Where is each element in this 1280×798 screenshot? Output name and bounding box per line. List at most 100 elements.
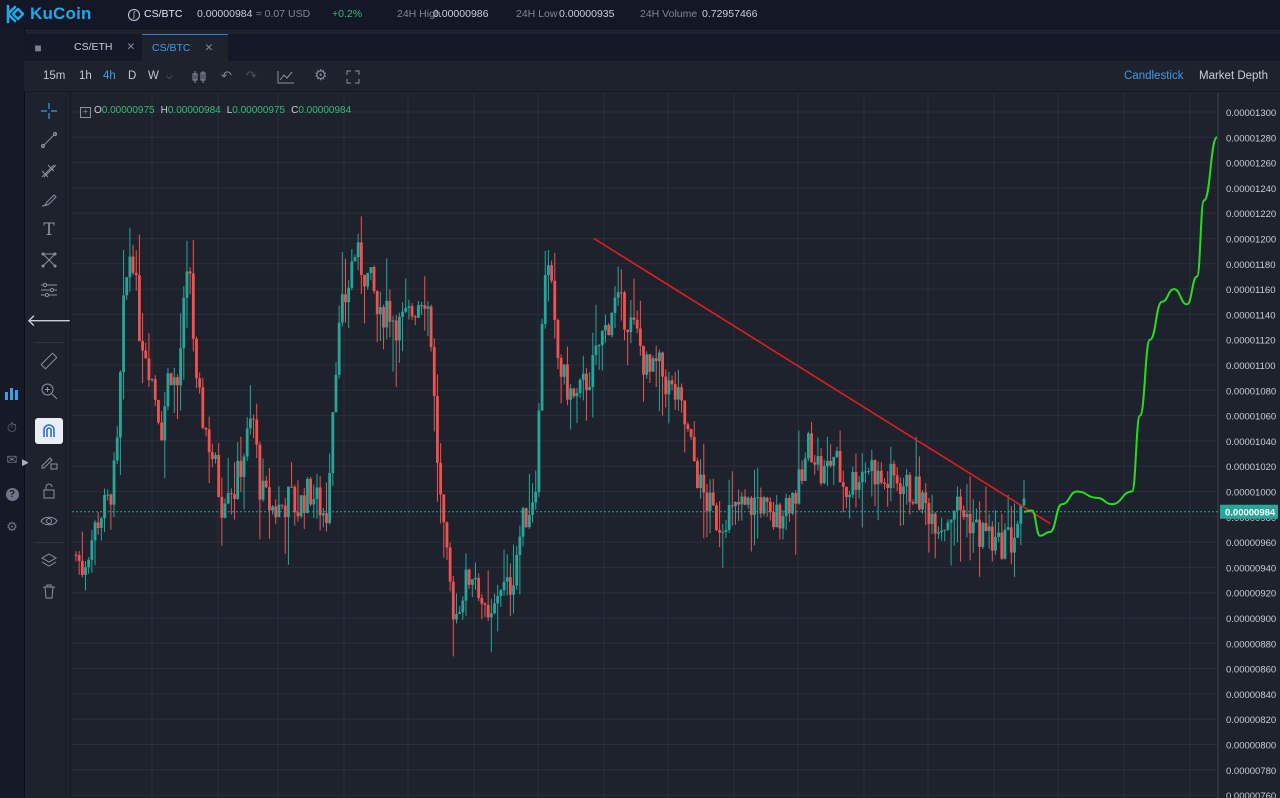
view-market-depth[interactable]: Market Depth — [1199, 70, 1269, 82]
layers-icon[interactable] — [35, 548, 63, 574]
gear-icon[interactable]: ⚙ — [314, 67, 328, 84]
candle-body — [340, 294, 344, 323]
kucoin-logo[interactable]: KuCoin — [4, 3, 92, 25]
candle-type-icon[interactable] — [192, 61, 206, 91]
interval-w[interactable]: W — [148, 70, 159, 82]
candle-body — [711, 492, 715, 506]
candle-body — [648, 354, 652, 372]
candle-body — [623, 292, 626, 330]
layout-square-icon[interactable]: ■ — [34, 41, 42, 55]
chevron-down-icon[interactable]: ⌵ — [166, 71, 173, 81]
candle-body — [201, 387, 205, 428]
ruler-icon[interactable] — [35, 348, 63, 374]
candle-body — [407, 306, 411, 308]
candle-body — [759, 497, 763, 514]
crosshair-icon[interactable] — [35, 98, 63, 124]
projection-curve — [1023, 136, 1218, 537]
trend-line-icon[interactable] — [35, 127, 63, 153]
candle-body — [287, 486, 290, 518]
view-candlestick[interactable]: Candlestick — [1124, 70, 1184, 82]
ohlc-close: 0.00000984 — [298, 105, 352, 116]
candle-body — [876, 470, 880, 485]
price-tick-label: 0.00000960 — [1226, 538, 1276, 549]
candle-body — [591, 354, 595, 387]
interval-4h[interactable]: 4h — [103, 70, 116, 82]
candle-body — [689, 429, 693, 437]
magnet-icon[interactable] — [35, 418, 63, 444]
candle-body — [432, 347, 436, 397]
close-icon[interactable]: ✕ — [204, 42, 214, 54]
candle-body — [607, 325, 611, 336]
close-icon[interactable]: ✕ — [126, 41, 136, 53]
text-tool-icon[interactable]: T — [43, 220, 55, 240]
legend-toggle-icon[interactable]: + — [80, 107, 91, 118]
low-value: 0.00000935 — [559, 8, 615, 20]
candle-body — [578, 379, 582, 393]
candle-body — [756, 497, 760, 499]
pattern-icon[interactable] — [35, 247, 63, 273]
candle-body — [959, 496, 962, 510]
candle-body — [800, 469, 804, 481]
candle-body — [987, 526, 991, 531]
candle-body — [299, 495, 303, 517]
candle-body — [696, 460, 699, 489]
candle-body — [740, 496, 744, 505]
candle-body — [220, 496, 224, 518]
trash-icon[interactable] — [35, 578, 63, 604]
pair-selector[interactable]: ∫ CS/BTC — [128, 0, 183, 28]
fib-tool-icon[interactable] — [35, 157, 63, 183]
candle-body — [366, 272, 370, 287]
candle-body — [236, 460, 240, 499]
candlestick-chart[interactable]: 0.00001300 0.00001280 0.00001260 0.00001240… — [72, 93, 1280, 798]
candle-body — [331, 412, 335, 473]
candle-body — [239, 460, 243, 477]
prediction-icon[interactable] — [35, 277, 63, 303]
redo-icon[interactable]: ↷ — [246, 68, 257, 83]
eye-icon[interactable] — [35, 508, 63, 534]
candle-body — [394, 320, 398, 341]
candle-body — [505, 577, 509, 582]
candle-body — [255, 419, 259, 445]
indicators-icon[interactable] — [277, 61, 295, 91]
back-arrow-icon[interactable]: 🡐 — [26, 311, 72, 330]
candle-body — [524, 508, 528, 528]
brush-icon[interactable] — [35, 187, 63, 213]
interval-1h[interactable]: 1h — [79, 70, 92, 82]
undo-icon[interactable]: ↶ — [221, 68, 232, 83]
price-tick-label: 0.00000760 — [1226, 791, 1276, 798]
candle-body — [118, 372, 122, 438]
candle-body — [293, 486, 297, 513]
candle-body — [604, 325, 607, 331]
price-tick-label: 0.00000900 — [1226, 614, 1276, 625]
candle-body — [791, 492, 794, 514]
chart-bars-icon[interactable] — [0, 382, 24, 404]
tab-cs-eth[interactable]: CS/ETH ✕ — [64, 34, 145, 61]
interval-d[interactable]: D — [128, 70, 137, 82]
interval-15m[interactable]: 15m — [43, 70, 66, 82]
candle-body — [493, 603, 496, 614]
price-tick-label: 0.00001060 — [1226, 412, 1276, 423]
settings-icon[interactable]: ⚙ — [6, 519, 18, 534]
fullscreen-icon[interactable] — [346, 61, 360, 91]
candle-body — [867, 471, 871, 473]
unlock-icon[interactable] — [35, 478, 63, 504]
candle-body — [819, 456, 823, 484]
zoom-in-icon[interactable] — [35, 378, 63, 404]
help-icon[interactable]: ? — [0, 483, 24, 505]
tab-cs-btc[interactable]: CS/BTC ✕ — [142, 34, 228, 62]
candle-body — [480, 597, 484, 604]
candle-body — [924, 492, 928, 504]
candle-body — [734, 502, 737, 507]
candle-body — [860, 471, 864, 483]
expand-arrow-icon[interactable]: ▶ — [22, 457, 29, 467]
candle-body — [886, 483, 890, 489]
price-tick-label: 0.00000820 — [1226, 715, 1276, 726]
candle-body — [737, 502, 741, 505]
lock-pencil-icon[interactable] — [35, 448, 63, 474]
candle-body — [337, 322, 341, 375]
candle-body — [147, 358, 151, 381]
last-price-label: 0.00000984 — [1225, 508, 1276, 519]
message-icon[interactable]: ✉ — [6, 452, 18, 467]
clock-icon[interactable]: ⏱ — [6, 420, 18, 435]
candle-body — [1009, 527, 1013, 553]
